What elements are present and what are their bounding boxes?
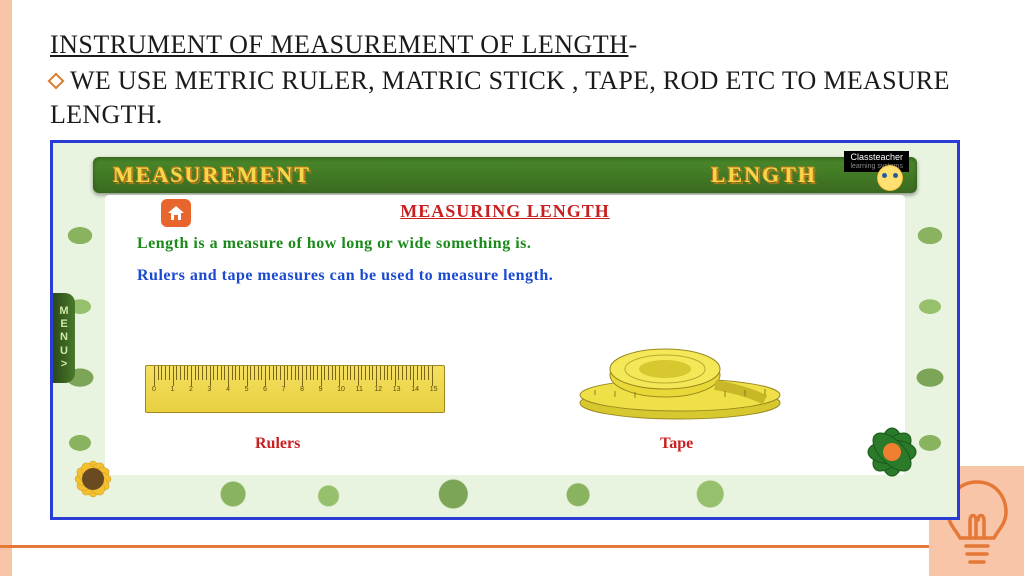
lesson-header-band: MEASUREMENT LENGTH — [93, 157, 917, 193]
slide-title: INSTRUMENT OF MEASUREMENT OF LENGTH- — [50, 30, 638, 60]
bullet-text: WE USE METRIC RULER, MATRIC STICK , TAPE… — [50, 66, 950, 129]
left-accent-stripe — [0, 0, 12, 576]
bottom-accent-line — [0, 545, 1024, 548]
ruler-graphic: 0123456789101112131415 — [145, 365, 445, 413]
sun-face-icon — [875, 163, 905, 193]
lesson-content-panel: MEASURING LENGTH Length is a measure of … — [105, 195, 905, 475]
slide-title-text: INSTRUMENT OF MEASUREMENT OF LENGTH — [50, 30, 628, 59]
ruler-label: Rulers — [255, 435, 300, 453]
green-flower-icon — [857, 417, 927, 487]
sunflower-icon — [63, 449, 123, 509]
header-word-right: LENGTH — [711, 162, 817, 188]
menu-tab[interactable]: MENU> — [53, 293, 75, 383]
tape-label: Tape — [660, 435, 693, 453]
header-word-left: MEASUREMENT — [113, 162, 311, 188]
embedded-lesson-frame: MEASUREMENT LENGTH Classteacher learning… — [50, 140, 960, 520]
slide-bullet: WE USE METRIC RULER, MATRIC STICK , TAPE… — [50, 64, 960, 132]
diamond-bullet-icon — [48, 73, 65, 90]
lesson-line-1: Length is a measure of how long or wide … — [137, 235, 531, 253]
tape-measure-graphic — [565, 345, 795, 425]
lesson-line-2: Rulers and tape measures can be used to … — [137, 267, 553, 285]
bottom-foliage-deco — [123, 475, 857, 513]
lesson-subtitle: MEASURING LENGTH — [105, 201, 905, 222]
